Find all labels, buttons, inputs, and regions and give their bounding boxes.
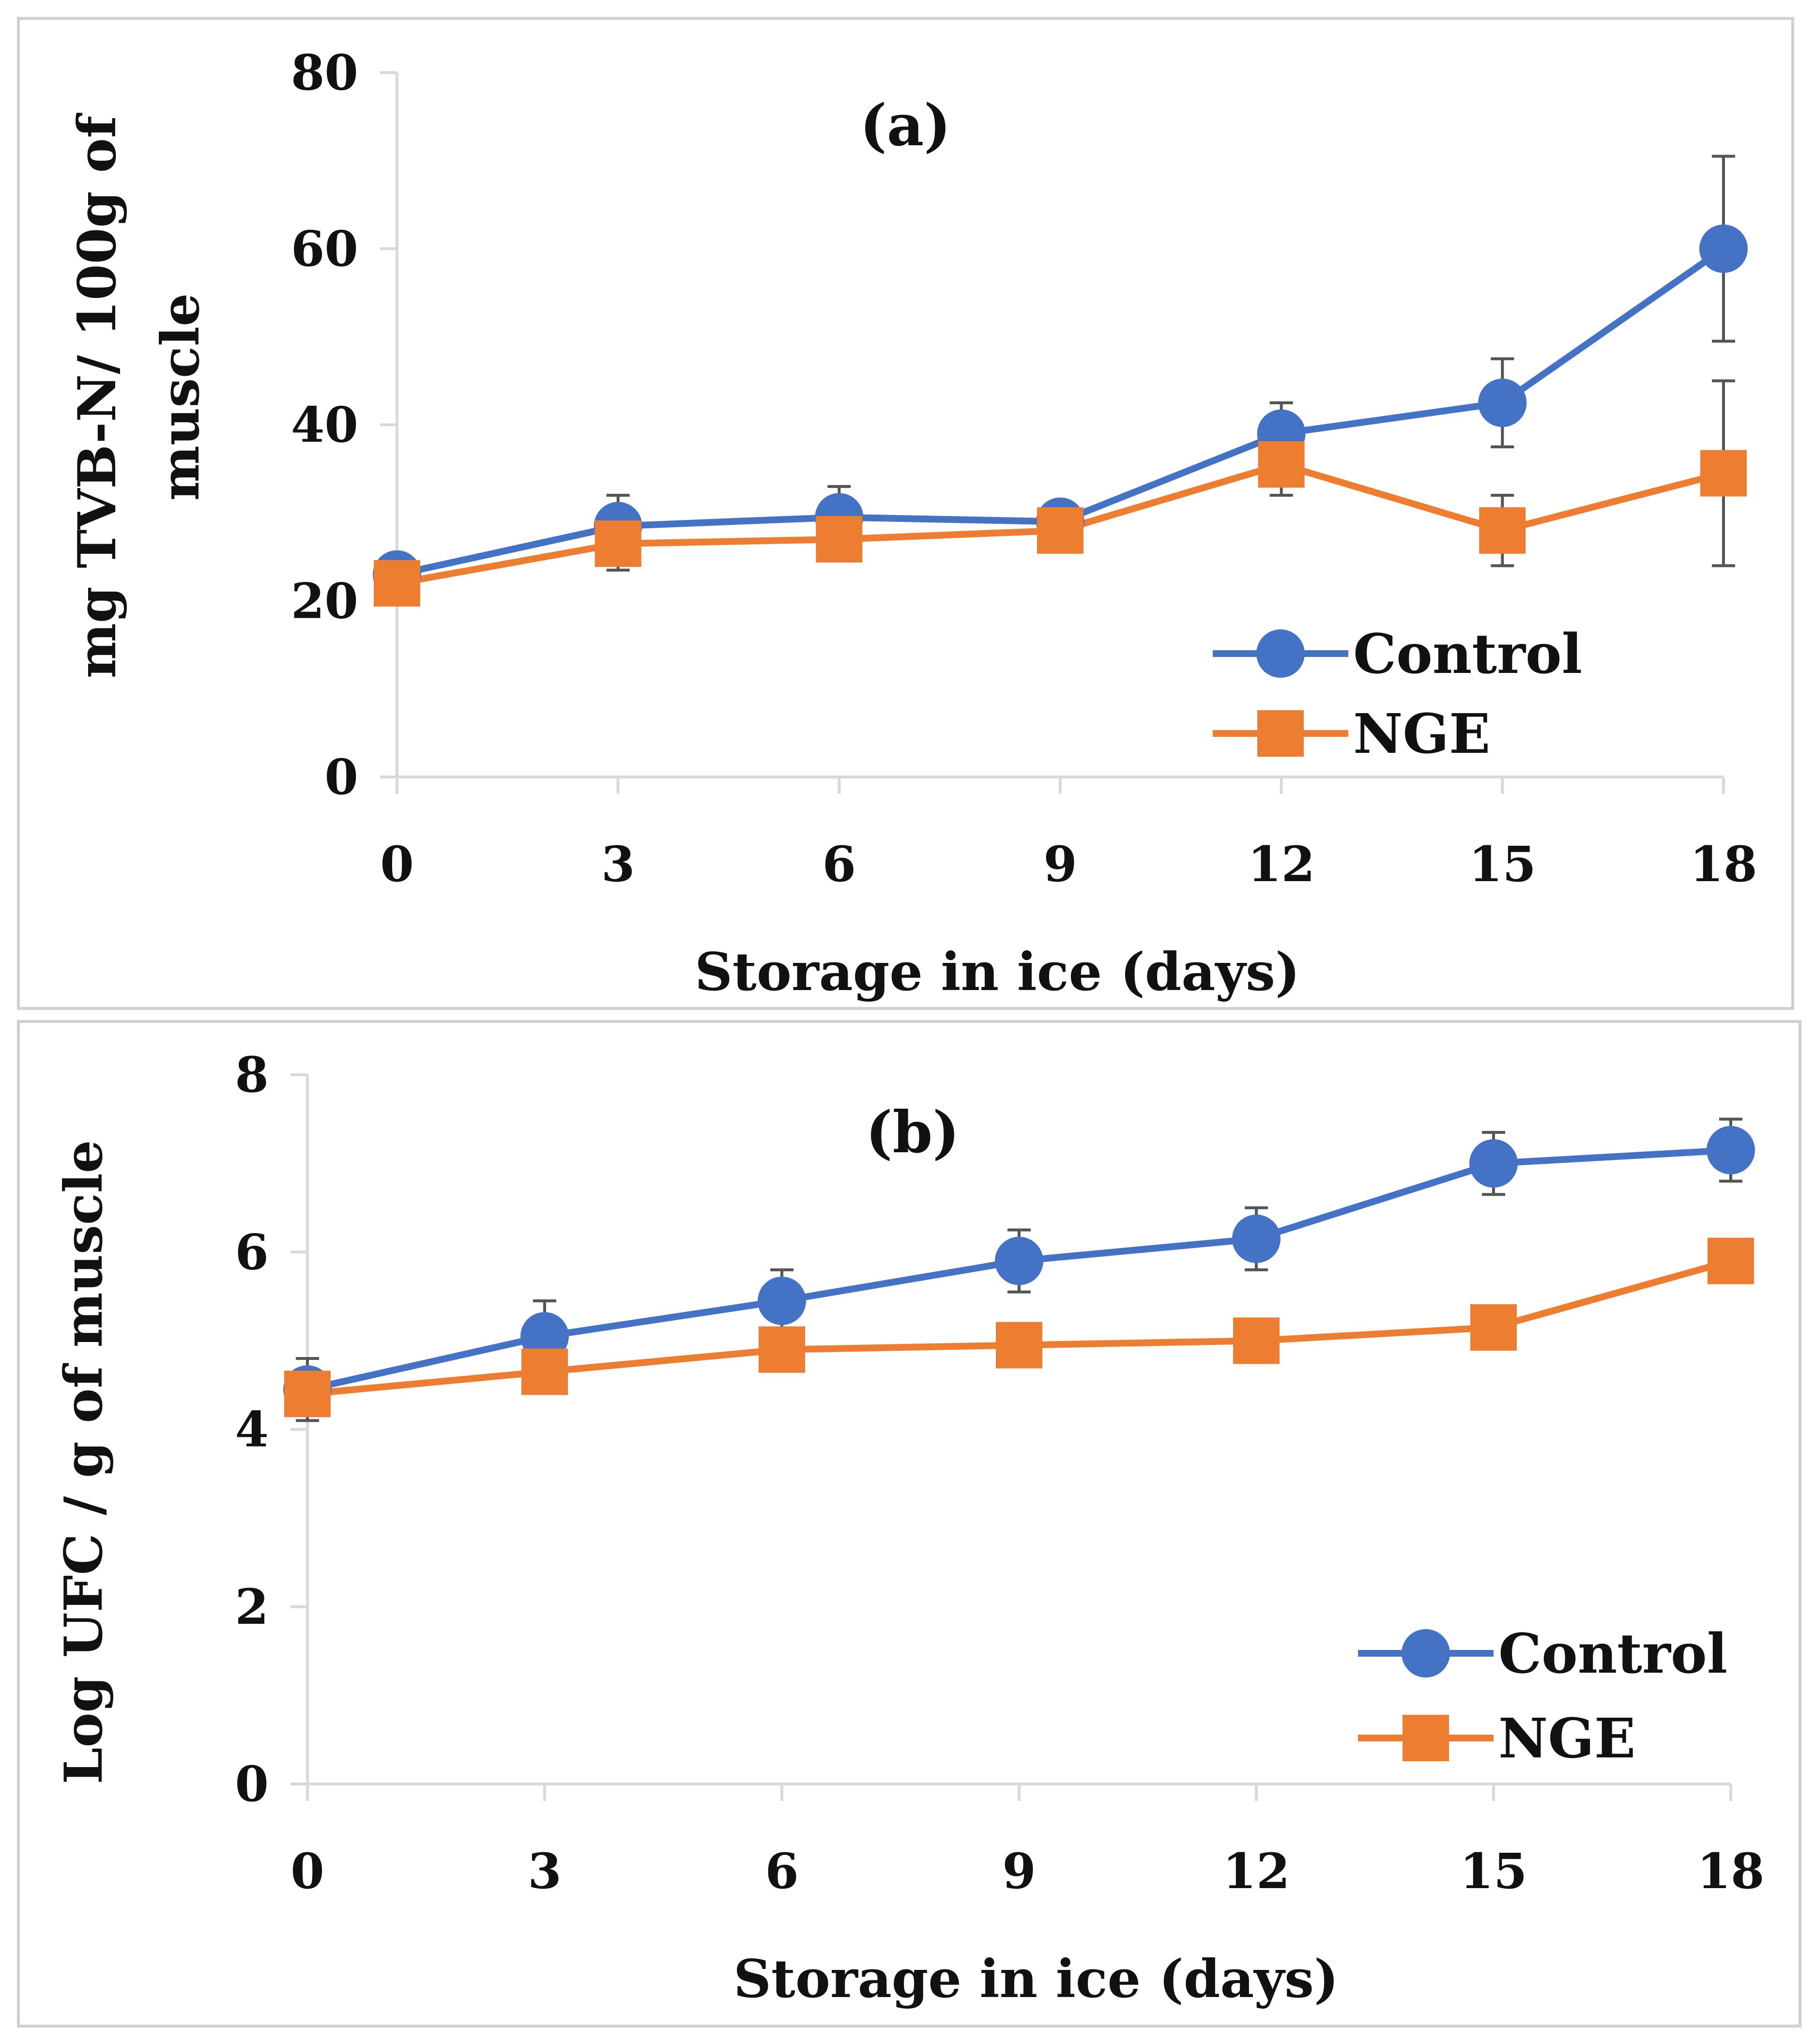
panel-b: (b) Storage in ice (days) Log UFC / g of…: [17, 1020, 1801, 2028]
x-tick-label: 9: [1002, 1843, 1036, 1900]
x-tick-label: 0: [380, 836, 414, 893]
panel-a-x-axis-title: Storage in ice (days): [695, 942, 1300, 1003]
nge-point: [284, 1371, 331, 1418]
control-point: [1699, 224, 1748, 273]
panel-b-label: (b): [866, 1098, 960, 1166]
control-point: [995, 1236, 1043, 1285]
panel-b-axes: 0 2 4 6 8 0 3 6 9 12 15 18: [235, 1046, 1764, 1900]
panel-a-legend-nge-marker: [1257, 710, 1304, 757]
y-tick-label: 20: [291, 572, 358, 629]
y-tick-label: 4: [235, 1401, 269, 1458]
nge-point: [996, 1322, 1042, 1369]
nge-point: [521, 1348, 568, 1395]
nge-point: [1037, 507, 1083, 554]
nge-point: [1479, 507, 1526, 554]
nge-point: [816, 516, 863, 563]
panel-b-legend-nge-marker: [1403, 1715, 1449, 1761]
x-tick-label: 15: [1460, 1843, 1527, 1900]
panel-b-border: [17, 1020, 1801, 2028]
control-point: [520, 1312, 569, 1361]
panel-a-legend-control-label: Control: [1353, 623, 1582, 686]
control-point: [1707, 1126, 1755, 1175]
y-tick-label: 60: [291, 220, 358, 277]
control-point: [758, 1276, 806, 1325]
x-tick-label: 12: [1222, 1843, 1290, 1900]
y-tick-label: 6: [235, 1223, 269, 1281]
panel-b-x-axis-title: Storage in ice (days): [733, 1949, 1339, 2010]
panel-a-legend-nge-label: NGE: [1353, 702, 1490, 766]
y-tick-label: 8: [235, 1046, 269, 1103]
x-tick-label: 6: [823, 836, 856, 893]
nge-point: [1258, 441, 1305, 488]
panel-a-label: (a): [860, 92, 951, 159]
y-tick-label: 0: [235, 1755, 269, 1813]
x-tick-label: 3: [528, 1843, 562, 1900]
panel-a-markers: [373, 224, 1748, 607]
panel-b-legend: Control NGE: [1358, 1622, 1727, 1770]
y-tick-label: 40: [291, 397, 358, 454]
nge-point: [759, 1326, 805, 1373]
panel-b-legend-control-marker: [1402, 1629, 1450, 1678]
panel-a: (a) Storage in ice (days) mg TVB-N/ 100g…: [17, 17, 1794, 1010]
x-tick-label: 9: [1043, 836, 1077, 893]
control-point: [1478, 379, 1527, 427]
nge-point: [1700, 450, 1747, 497]
panel-a-y-axis-title-line2: muscle: [150, 293, 211, 501]
panel-a-border: [17, 17, 1794, 1010]
x-tick-label: 18: [1697, 1843, 1764, 1900]
x-tick-label: 3: [601, 836, 635, 893]
nge-point: [1470, 1304, 1517, 1351]
control-point: [1232, 1214, 1281, 1263]
panel-a-legend-control-marker: [1256, 629, 1305, 678]
panel-b-markers: [283, 1126, 1755, 1418]
nge-point: [374, 560, 420, 607]
x-tick-label: 18: [1690, 836, 1757, 893]
nge-point: [1233, 1317, 1280, 1364]
panel-b-legend-control-label: Control: [1498, 1622, 1727, 1686]
panel-a-axes: 0 20 40 60 80 0 3 6 9 12 15 18: [291, 44, 1757, 893]
x-tick-label: 15: [1469, 836, 1536, 893]
nge-point: [1708, 1237, 1754, 1284]
x-tick-label: 0: [290, 1843, 324, 1900]
y-tick-label: 80: [291, 44, 358, 101]
nge-point: [595, 520, 641, 567]
panel-a-y-axis-title-line1: mg TVB-N/ 100g of: [67, 112, 128, 678]
panel-b-legend-nge-label: NGE: [1498, 1707, 1635, 1770]
panel-b-y-axis-title: Log UFC / g of muscle: [53, 1140, 114, 1785]
control-point: [1469, 1139, 1518, 1188]
x-tick-label: 6: [765, 1843, 799, 1900]
x-tick-label: 12: [1248, 836, 1315, 893]
panel-a-legend: Control NGE: [1213, 623, 1582, 766]
y-tick-label: 2: [235, 1578, 269, 1635]
y-tick-label: 0: [324, 748, 358, 806]
